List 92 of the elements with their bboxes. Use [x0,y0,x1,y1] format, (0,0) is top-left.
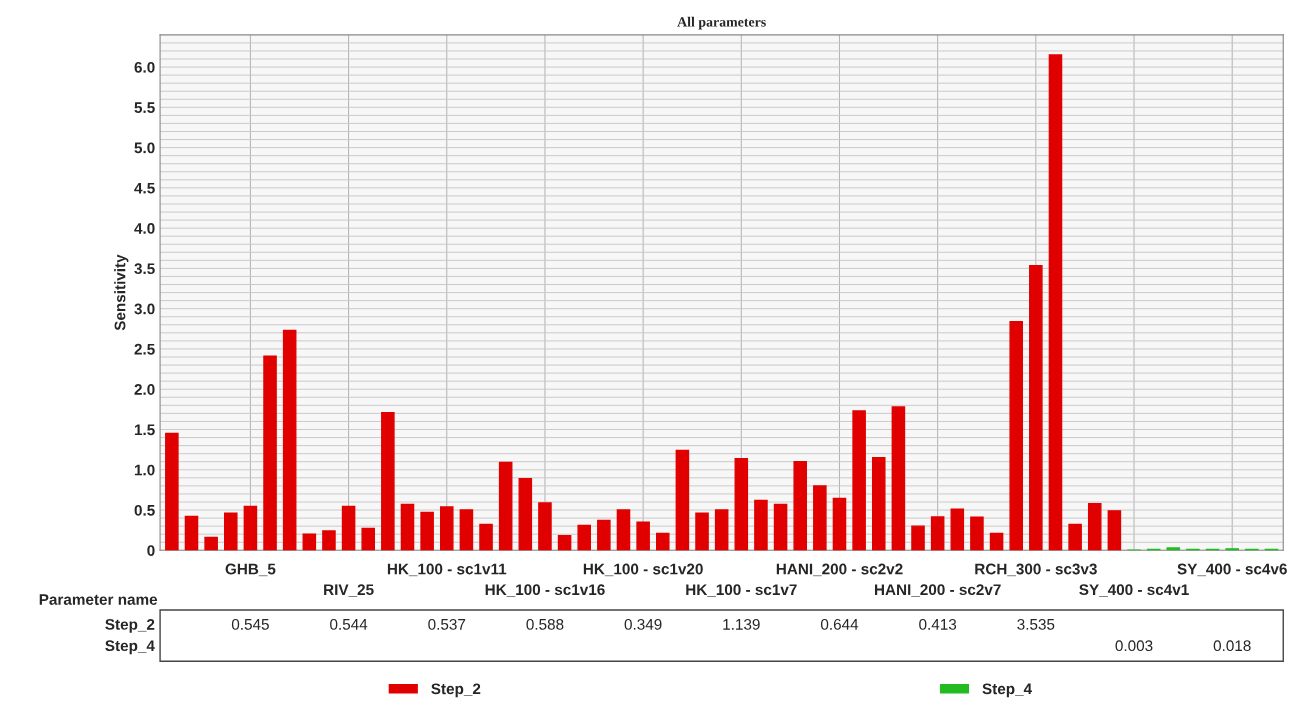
y-tick-label: 5.0 [134,142,155,154]
bar [773,503,788,551]
bar [302,533,317,551]
bar [636,521,650,551]
bar [204,536,218,551]
text: Step_4 [105,640,155,655]
y-tick-label: 5.5 [134,102,155,114]
x-tick-label: SY_400 - sc4v1 [1079,584,1189,597]
bar [459,509,474,551]
y-tick-label: 0.5 [134,504,155,516]
bar [184,515,199,551]
bar [420,511,434,551]
data-label: 0.545 [231,618,269,630]
bar [577,524,592,551]
bar [793,461,807,551]
bar [832,497,847,551]
y-tick-label: 3.5 [134,263,155,275]
bar [813,485,827,551]
bar [479,523,493,551]
y-tick-label: 1.5 [134,424,155,436]
y-tick-label: 4.0 [134,223,155,234]
data-label: 0.003 [1115,640,1153,652]
bar [754,499,768,551]
y-tick-label: 3.0 [134,303,155,315]
y-tick-label: 2.5 [134,343,155,355]
bar [911,525,925,551]
bar [852,410,866,551]
data-label: 0.349 [624,618,662,630]
bar [1009,320,1023,551]
x-tick-label: RIV_25 [324,584,374,597]
legend-label: Step_2 [431,683,481,698]
x-tick-label: RCH_300 - sc3v3 [975,563,1097,577]
bar [400,503,415,551]
bar [714,509,729,551]
bar [970,516,984,551]
y-axis-title: Sensitivity [114,254,129,331]
x-tick-label: HK_100 - sc1v16 [485,584,605,597]
y-tick-label: 6.0 [134,61,155,73]
x-tick-label: HANI_200 - sc2v2 [776,563,903,577]
bar [165,432,179,551]
y-tick-label: 0 [147,545,155,556]
data-label: 0.588 [526,618,564,630]
data-label: 0.544 [330,618,368,630]
bar [322,530,336,551]
x-tick-label: SY_400 - sc4v6 [1177,563,1287,577]
x-axis-title: Parameter name [39,594,158,605]
bar [1068,523,1082,551]
bar [341,505,356,551]
text: Step_2 [105,618,155,633]
bar [498,461,513,551]
bar [223,512,238,551]
bar [243,505,258,551]
bar [282,329,297,551]
bar [734,457,749,551]
x-tick-label: GHB_5 [225,563,276,577]
bar [361,527,376,551]
x-tick-label: HK_100 - sc1v20 [583,563,703,577]
bar [930,516,945,551]
bar [871,456,886,551]
y-tick-label: 4.5 [134,182,155,194]
bar [557,535,572,551]
chart-title: All parameters [677,16,766,30]
x-tick-label: HK_100 - sc1v11 [387,563,507,577]
bar [263,355,277,551]
bar [695,512,709,551]
data-label: 0.537 [428,618,466,630]
x-tick-label: HK_100 - sc1v7 [686,584,797,597]
data-label: 1.139 [723,618,760,630]
legend-label: Step_4 [982,683,1033,698]
data-label: 0.413 [919,618,957,630]
bar [1029,264,1043,551]
bar [1107,510,1122,551]
bar [655,532,670,551]
y-tick-label: 1.0 [134,464,155,476]
y-tick-label: 2.0 [134,384,155,395]
bar [597,519,611,551]
data-label: 0.018 [1213,640,1251,652]
bar [675,449,690,551]
bar [1166,547,1181,551]
bar [518,477,533,551]
data-label: 0.644 [820,618,859,630]
bar [439,506,454,551]
bar [1048,54,1063,551]
bar [1087,502,1102,551]
bar [538,502,552,551]
bar [381,411,395,551]
x-tick-label: HANI_200 - sc2v7 [874,584,1001,597]
bar [989,532,1004,551]
bar [891,406,906,551]
bar [616,509,631,551]
data-label: 3.535 [1017,618,1055,630]
bar [950,508,965,551]
